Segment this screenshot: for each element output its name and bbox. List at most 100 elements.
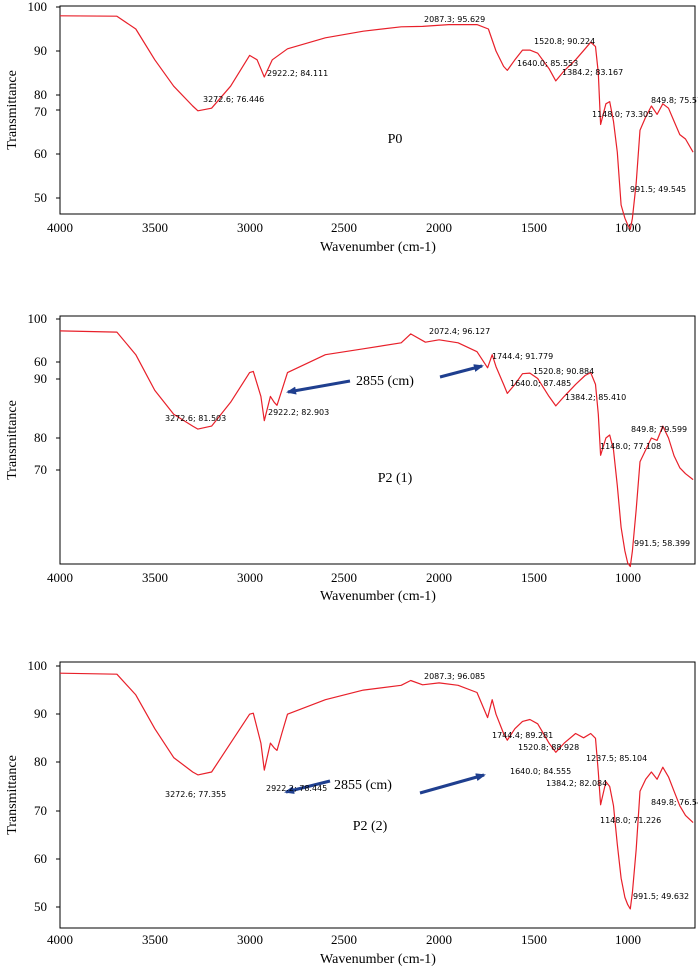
p2-1-peak-label: 991.5; 58.399 xyxy=(634,539,690,548)
p0-xtick-label: 2000 xyxy=(426,220,452,235)
p0-xtick-label: 4000 xyxy=(47,220,73,235)
p2-1-annotations: 2855 (cm) xyxy=(286,364,484,395)
p2-2-xtick-label: 2000 xyxy=(426,932,452,947)
p2-1-spectrum-line xyxy=(59,330,694,568)
p0-ytick-label: 50 xyxy=(34,190,47,205)
p2-1-peak-label: 849.8; 79.599 xyxy=(631,425,687,434)
p2-1-xtick-label: 2000 xyxy=(426,570,452,585)
p2-2-xtick-label: 1500 xyxy=(521,932,547,947)
p0-xtick-label: 1000 xyxy=(615,220,641,235)
p0-xtick-label: 3500 xyxy=(142,220,168,235)
p2-1-xtick-label: 1500 xyxy=(521,570,547,585)
p2-2-peak-label: 1640.0; 84.555 xyxy=(510,767,571,776)
p2-2-xtick-label: 2500 xyxy=(331,932,357,947)
p2-2-arrow-right xyxy=(419,773,486,795)
p0-xtick-label: 2500 xyxy=(331,220,357,235)
p0-peak-label: 2087.3; 95.629 xyxy=(424,15,485,24)
p2-2-y-ticks: 50 60 70 80 90 100 xyxy=(28,658,60,914)
p2-1-arrow-right xyxy=(439,364,484,379)
p2-1-peak-label: 1640.0; 87.485 xyxy=(510,379,571,388)
p2-1-peak-labels: 3272.6; 81.503 2922.2; 82.903 2072.4; 96… xyxy=(165,327,690,548)
p2-1-peak-label: 1148.0; 77.108 xyxy=(600,442,661,451)
p2-2-ytick-label: 70 xyxy=(34,803,47,818)
p2-2-xtick-label: 3500 xyxy=(142,932,168,947)
p2-1-xtick-label: 2500 xyxy=(331,570,357,585)
p2-2-peak-label: 1384.2; 82.084 xyxy=(546,779,607,788)
p2-2-annotations: 2855 (cm) xyxy=(284,773,486,795)
p0-x-axis-label: Wavenumber (cm-1) xyxy=(320,240,436,255)
p0-y-ticks: 50 60 70 80 90 100 xyxy=(28,0,60,205)
p2-1-peak-label: 3272.6; 81.503 xyxy=(165,414,226,423)
p2-1-y-axis-label: Transmittance xyxy=(5,400,20,480)
p2-1-xtick-label: 3500 xyxy=(142,570,168,585)
p2-2-peak-label: 1520.8; 88.928 xyxy=(518,743,579,752)
p0-peak-label: 3272.6; 76.446 xyxy=(203,95,264,104)
p0-y-axis-label: Transmittance xyxy=(5,70,20,150)
p0-peak-label: 991.5; 49.545 xyxy=(630,185,686,194)
p2-1-ytick-label: 100 xyxy=(28,311,48,326)
p2-2-y-axis-label: Transmittance xyxy=(5,755,20,835)
p2-1-peak-label: 2922.2; 82.903 xyxy=(268,408,329,417)
p2-1-y-ticks: 60 70 80 90 100 xyxy=(28,311,60,477)
p0-peak-labels: 3272.6; 76.446 2922.2; 84.111 2087.3; 95… xyxy=(203,15,698,194)
panel-p0: Transmittance Wavenumber (cm-1) P0 50 60… xyxy=(5,0,698,255)
p2-1-ytick-label: 80 xyxy=(34,430,47,445)
p2-2-ytick-label: 50 xyxy=(34,899,47,914)
p2-2-peak-label: 849.8; 76.548 xyxy=(651,798,698,807)
p0-ytick-label: 80 xyxy=(34,87,47,102)
p2-1-peak-label: 2072.4; 96.127 xyxy=(429,327,490,336)
p2-2-sample-label: P2 (2) xyxy=(353,819,388,834)
p2-1-xtick-label: 4000 xyxy=(47,570,73,585)
p0-peak-label: 1384.2; 83.167 xyxy=(562,68,623,77)
p2-2-plot-frame xyxy=(59,661,696,929)
p2-1-peak-label: 1744.4; 91.779 xyxy=(492,352,553,361)
p0-sample-label: P0 xyxy=(388,132,403,147)
p2-2-ytick-label: 60 xyxy=(34,851,47,866)
p0-peak-label: 1148.0; 73.305 xyxy=(592,110,653,119)
p2-1-peak-label: 1520.8; 90.884 xyxy=(533,367,594,376)
p0-ytick-label: 70 xyxy=(34,104,47,119)
p0-xtick-label: 1500 xyxy=(521,220,547,235)
p2-2-peak-label: 991.5; 49.632 xyxy=(633,892,689,901)
p2-2-peak-label: 3272.6; 77.355 xyxy=(165,790,226,799)
p0-peak-label: 849.8; 75.577 xyxy=(651,96,698,105)
p0-peak-label: 2922.2; 84.111 xyxy=(267,69,328,78)
p2-2-spectrum-line xyxy=(59,672,694,910)
p2-1-annotation-2855: 2855 (cm) xyxy=(356,374,414,389)
p0-peak-label: 1520.8; 90.224 xyxy=(534,37,595,46)
p0-xtick-label: 3000 xyxy=(237,220,263,235)
p2-2-x-ticks: 4000 3500 3000 2500 2000 1500 1000 xyxy=(47,932,641,947)
p2-1-sample-label: P2 (1) xyxy=(378,471,413,486)
p2-2-x-axis-label: Wavenumber (cm-1) xyxy=(320,952,436,967)
p2-1-ytick-label: 60 xyxy=(34,354,47,369)
p0-spectrum-line xyxy=(59,15,694,230)
p2-2-ytick-label: 100 xyxy=(28,658,48,673)
p2-1-xtick-label: 1000 xyxy=(615,570,641,585)
panel-p2-1: Transmittance Wavenumber (cm-1) P2 (1) 6… xyxy=(5,311,696,604)
p2-2-peak-label: 2087.3; 96.085 xyxy=(424,672,485,681)
p2-1-peak-label: 1384.2; 85.410 xyxy=(565,393,626,402)
p0-ytick-label: 90 xyxy=(34,43,47,58)
p2-1-arrow-left xyxy=(286,379,351,395)
panel-p2-2: Transmittance Wavenumber (cm-1) P2 (2) 5… xyxy=(5,658,698,967)
p2-1-plot-frame xyxy=(59,315,696,565)
p2-2-peak-label: 1744.4; 89.281 xyxy=(492,731,553,740)
p2-2-ytick-label: 80 xyxy=(34,754,47,769)
p2-1-xtick-label: 3000 xyxy=(237,570,263,585)
p2-1-ytick-label: 70 xyxy=(34,462,47,477)
p2-2-xtick-label: 1000 xyxy=(615,932,641,947)
p2-2-arrow-left xyxy=(284,779,331,794)
p2-2-peak-label: 1148.0; 71.226 xyxy=(600,816,661,825)
p2-2-peak-labels: 3272.6; 77.355 2922.2; 78.445 2087.3; 96… xyxy=(165,672,698,901)
p0-x-ticks: 4000 3500 3000 2500 2000 1500 1000 xyxy=(47,220,641,235)
p2-1-ytick-label: 90 xyxy=(34,371,47,386)
p2-2-xtick-label: 4000 xyxy=(47,932,73,947)
p2-1-x-axis-label: Wavenumber (cm-1) xyxy=(320,589,436,604)
p2-2-peak-label: 1237.5; 85.104 xyxy=(586,754,647,763)
p0-ytick-label: 60 xyxy=(34,146,47,161)
p2-2-peak-label: 2922.2; 78.445 xyxy=(266,784,327,793)
p0-ytick-label: 100 xyxy=(28,0,48,14)
p2-2-xtick-label: 3000 xyxy=(237,932,263,947)
p2-2-annotation-2855: 2855 (cm) xyxy=(334,778,392,793)
